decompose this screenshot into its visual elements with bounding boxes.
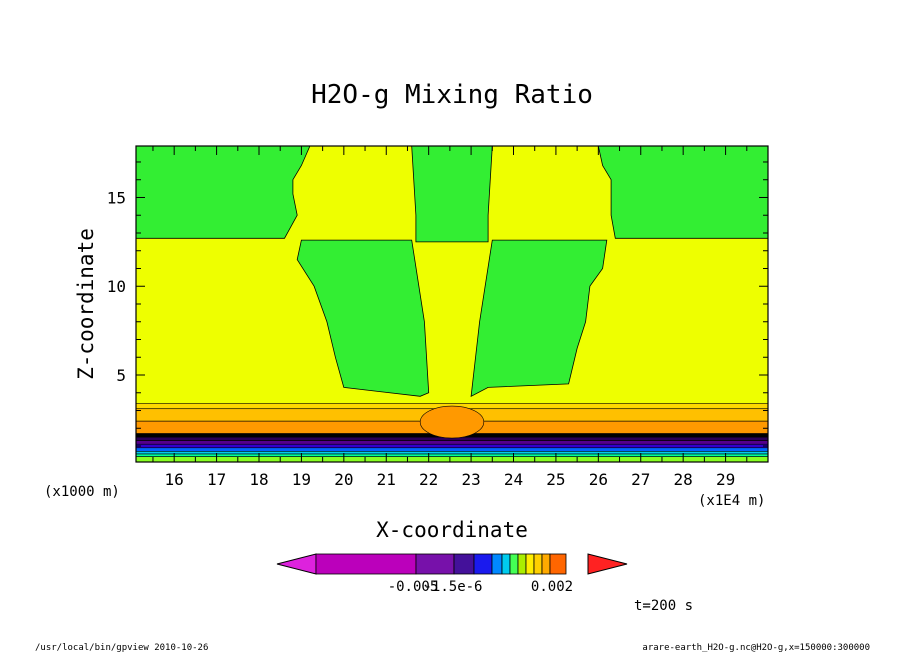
colorbar-left-triangle bbox=[276, 553, 317, 575]
region-top-left-green bbox=[135, 145, 311, 239]
y-axis-label: Z-coordinate bbox=[74, 228, 98, 380]
x-axis-label: X-coordinate bbox=[376, 518, 528, 542]
y-tick-labels: 5 10 15 bbox=[107, 188, 126, 385]
colorbar-right-triangle bbox=[587, 553, 628, 575]
x-tick-label: 16 bbox=[165, 470, 184, 489]
colorbar-segment bbox=[517, 553, 527, 575]
region-top-right-green bbox=[597, 145, 769, 239]
x-tick-label: 23 bbox=[461, 470, 480, 489]
time-label: t=200 s bbox=[634, 598, 693, 614]
central-bump bbox=[419, 405, 485, 439]
band-7 bbox=[135, 447, 769, 452]
colorbar-tick-label: -0.005 bbox=[388, 579, 439, 595]
x-tick-label: 17 bbox=[207, 470, 226, 489]
axes bbox=[135, 145, 769, 463]
footer-left: /usr/local/bin/gpview 2010-10-26 bbox=[35, 643, 208, 653]
x-tick-label: 18 bbox=[249, 470, 268, 489]
x-tick-labels: 16 17 18 19 20 21 22 23 24 25 26 27 28 29 bbox=[165, 470, 736, 489]
region-mid-left-green bbox=[296, 239, 430, 397]
colorbar bbox=[276, 553, 628, 575]
colorbar-segment bbox=[415, 553, 455, 575]
x-tick-label: 29 bbox=[716, 470, 735, 489]
x-tick-label: 27 bbox=[631, 470, 650, 489]
colorbar-segment bbox=[501, 553, 511, 575]
colorbar-segment bbox=[541, 553, 551, 575]
region-mid-right-green bbox=[470, 239, 608, 398]
chart-title: H2O-g Mixing Ratio bbox=[311, 80, 593, 110]
colorbar-segment bbox=[549, 553, 567, 575]
x-tick-label: 21 bbox=[377, 470, 396, 489]
x-tick-label: 20 bbox=[334, 470, 353, 489]
region-top-center-green bbox=[411, 145, 493, 243]
colorbar-segment bbox=[453, 553, 475, 575]
surface-bands bbox=[135, 403, 769, 463]
colorbar-segment bbox=[525, 553, 535, 575]
y-tick-label: 10 bbox=[107, 277, 126, 296]
colorbar-segment bbox=[315, 553, 417, 575]
x-unit-label: (x1E4 m) bbox=[698, 493, 765, 509]
band-8 bbox=[135, 451, 769, 455]
colorbar-segment bbox=[491, 553, 503, 575]
band-5 bbox=[135, 440, 769, 445]
colorbar-segment bbox=[473, 553, 493, 575]
band-9 bbox=[135, 453, 769, 457]
colorbar-labels: -0.005-1.5e-6 0.002 bbox=[388, 579, 573, 595]
band-10 bbox=[135, 456, 769, 463]
footer-right: arare-earth_H2O-g.nc@H2O-g,x=150000:3000… bbox=[642, 643, 870, 653]
x-tick-label: 19 bbox=[292, 470, 311, 489]
y-tick-label: 5 bbox=[116, 366, 126, 385]
x-tick-label: 22 bbox=[419, 470, 438, 489]
x-tick-label: 26 bbox=[589, 470, 608, 489]
colorbar-tick-label: 0.002 bbox=[531, 579, 573, 595]
x-tick-label: 24 bbox=[504, 470, 523, 489]
contour-regions bbox=[135, 145, 769, 398]
y-unit-label: (x1000 m) bbox=[44, 484, 120, 500]
y-tick-label: 15 bbox=[107, 188, 126, 207]
colorbar-segment bbox=[533, 553, 543, 575]
colorbar-tick-label: -1.5e-6 bbox=[423, 579, 482, 595]
x-tick-label: 28 bbox=[674, 470, 693, 489]
band-6 bbox=[135, 443, 769, 449]
x-tick-label: 25 bbox=[546, 470, 565, 489]
colorbar-segment bbox=[509, 553, 519, 575]
